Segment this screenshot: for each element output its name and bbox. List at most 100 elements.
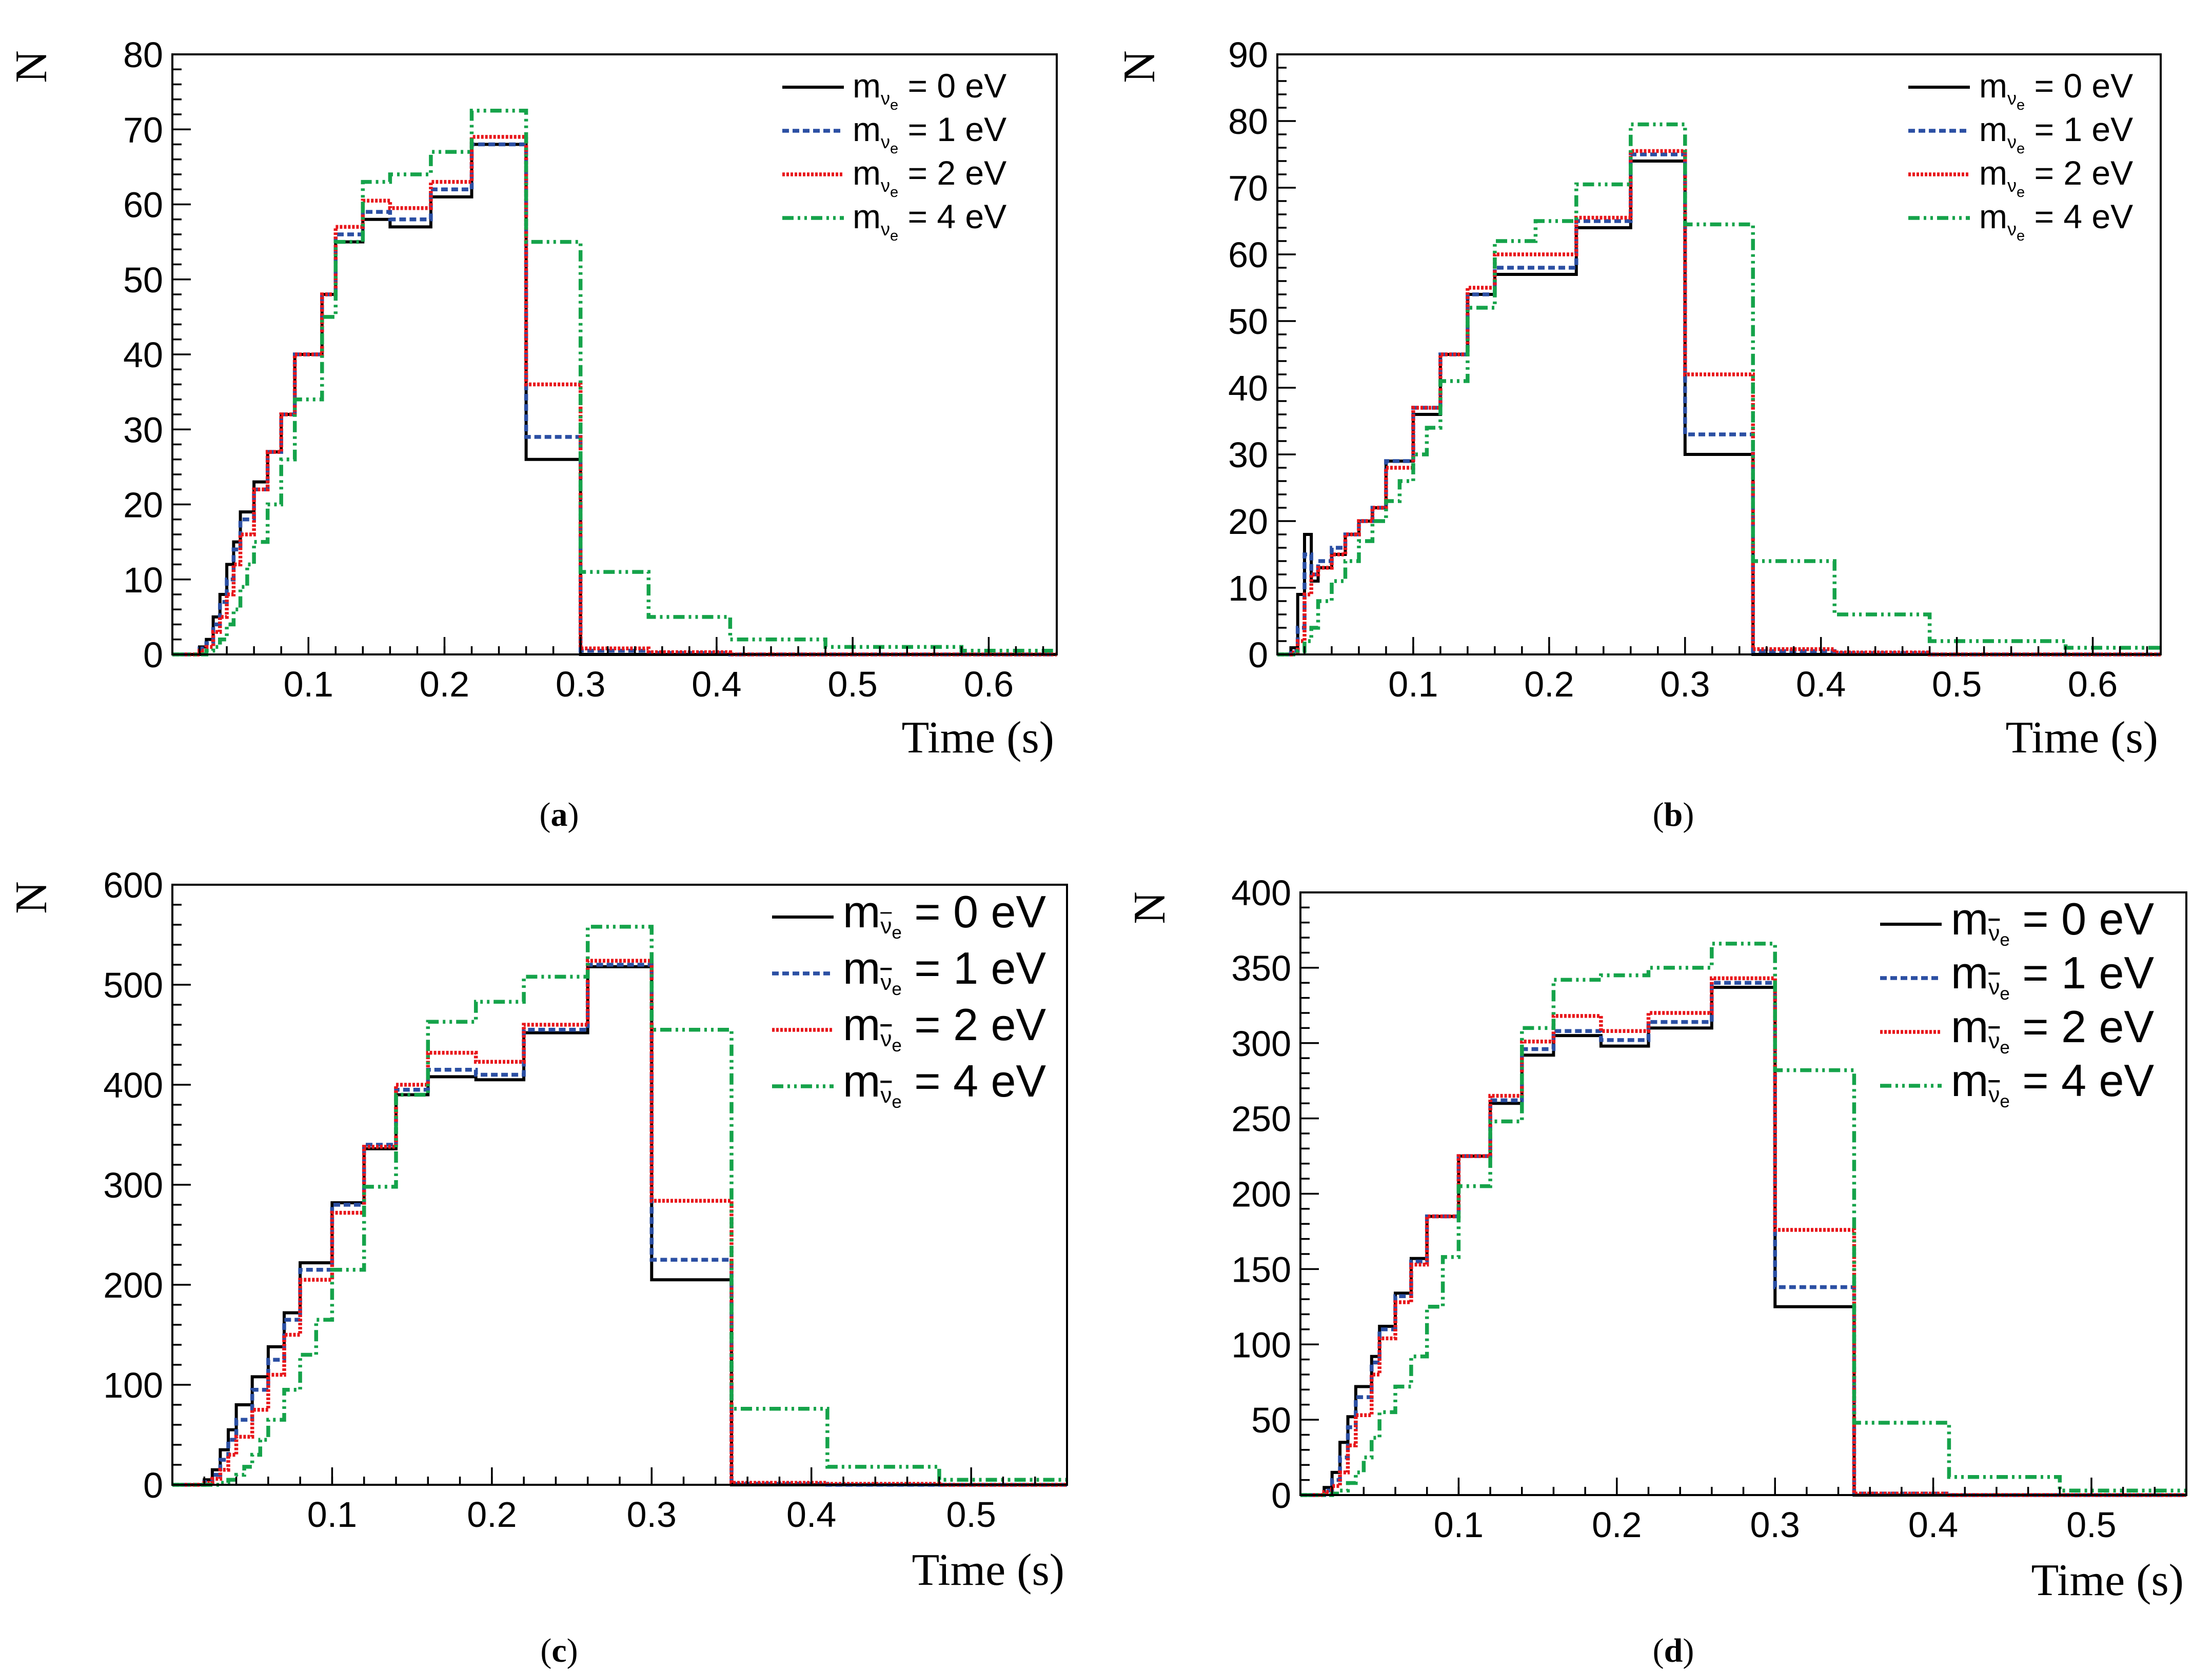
legend-entry-m4: mνe = 4 eV xyxy=(843,1056,1046,1112)
y-tick-label: 200 xyxy=(1231,1175,1291,1215)
y-tick-label: 50 xyxy=(123,260,163,300)
y-tick-label: 50 xyxy=(1251,1400,1291,1440)
histogram-series-m4 xyxy=(1300,942,2186,1497)
y-tick-label: 400 xyxy=(1231,873,1291,913)
histogram-series-m2 xyxy=(1277,149,2161,656)
y-tick-label: 350 xyxy=(1231,948,1291,988)
y-tick-label: 10 xyxy=(123,560,163,600)
x-tick-label: 0.4 xyxy=(1908,1505,1958,1545)
chart-panel-d: 0.1 0.2 0.3 0.4 0.5 0 50 100 150 200 250 300 350 400 T… xyxy=(1125,873,2187,1669)
y-tick-label: 10 xyxy=(1228,568,1268,608)
y-tick-label: 60 xyxy=(1228,235,1268,275)
y-tick-label: 80 xyxy=(1228,102,1268,142)
histogram-series-m2 xyxy=(1300,976,2186,1497)
y-tick-label: 70 xyxy=(1228,168,1268,208)
x-axis-title: Time (s) xyxy=(2031,1556,2184,1605)
y-tick-label: 30 xyxy=(123,410,163,450)
histogram-series-m4 xyxy=(172,925,1067,1487)
y-tick-label: 20 xyxy=(123,485,163,525)
legend-entry-m1: mνe = 1 eV xyxy=(843,943,1046,999)
chart-panel-c: 0.1 0.2 0.3 0.4 0.5 0 100 200 300 400 500 600 Time (… xyxy=(7,865,1068,1669)
x-tick-label: 0.5 xyxy=(827,664,877,704)
x-tick-label: 0.5 xyxy=(1932,664,1982,704)
y-axis-title: N xyxy=(1115,50,1164,83)
y-tick-label: 250 xyxy=(1231,1099,1291,1139)
legend-entry-m4: mνe = 4 eV xyxy=(853,197,1006,244)
y-tick-label: 150 xyxy=(1231,1249,1291,1289)
x-tick-label: 0.3 xyxy=(627,1495,677,1535)
legend-entry-m1: mνe = 1 eV xyxy=(1979,110,2133,157)
histogram-series-m4 xyxy=(172,108,1057,656)
legend-entry-m0: mνe = 0 eV xyxy=(1979,67,2133,113)
plot-frame xyxy=(1276,53,2162,655)
y-tick-label: 30 xyxy=(1228,435,1268,475)
y-tick-label: 0 xyxy=(143,635,163,675)
legend-entry-m2: mνe = 2 eV xyxy=(853,154,1006,201)
panel-caption: (d) xyxy=(1653,1632,1694,1669)
y-axis-title: N xyxy=(1125,891,1175,924)
x-tick-label: 0.3 xyxy=(556,664,605,704)
histogram-series-m4 xyxy=(1277,122,2161,656)
legend-entry-m0: mνe = 0 eV xyxy=(1951,893,2154,950)
histogram-series-m2 xyxy=(172,959,1067,1487)
x-tick-label: 0.2 xyxy=(1592,1505,1642,1545)
y-tick-label: 300 xyxy=(1231,1024,1291,1064)
x-tick-label: 0.4 xyxy=(692,664,741,704)
y-tick-label: 200 xyxy=(103,1265,163,1305)
y-axis-title: N xyxy=(7,50,56,83)
x-tick-label: 0.2 xyxy=(420,664,469,704)
legend-entry-m2: mνe = 2 eV xyxy=(1979,154,2133,201)
y-tick-label: 50 xyxy=(1228,302,1268,342)
legend-entry-m1: mνe = 1 eV xyxy=(853,110,1006,157)
legend-entry-m4: mνe = 4 eV xyxy=(1951,1055,2154,1111)
x-tick-label: 0.6 xyxy=(964,664,1014,704)
y-tick-label: 40 xyxy=(123,335,163,375)
x-tick-label: 0.2 xyxy=(1524,664,1574,704)
y-tick-label: 400 xyxy=(103,1065,163,1105)
chart-panel-b: 0.1 0.2 0.3 0.4 0.5 0.6 0 10 20 30 40 50 60 70 80 90 Tim… xyxy=(1115,35,2162,833)
y-axis-title: N xyxy=(7,881,56,914)
x-tick-label: 0.1 xyxy=(1434,1505,1484,1545)
y-tick-label: 60 xyxy=(123,185,163,225)
x-tick-label: 0.2 xyxy=(467,1495,517,1535)
panel-caption: (c) xyxy=(540,1632,578,1669)
x-tick-label: 0.3 xyxy=(1660,664,1710,704)
legend-entry-m2: mνe = 2 eV xyxy=(843,999,1046,1056)
y-tick-label: 0 xyxy=(1271,1476,1291,1516)
legend-entry-m4: mνe = 4 eV xyxy=(1979,197,2133,244)
x-tick-label: 0.1 xyxy=(1388,664,1438,704)
x-axis-title: Time (s) xyxy=(902,713,1054,763)
x-tick-label: 0.6 xyxy=(2068,664,2118,704)
y-tick-label: 100 xyxy=(1231,1325,1291,1365)
y-tick-label: 300 xyxy=(103,1165,163,1205)
x-tick-label: 0.3 xyxy=(1750,1505,1800,1545)
y-tick-label: 500 xyxy=(103,965,163,1005)
x-tick-label: 0.4 xyxy=(786,1495,836,1535)
panel-caption: (a) xyxy=(540,796,579,833)
legend-entry-m2: mνe = 2 eV xyxy=(1951,1001,2154,1058)
y-tick-label: 0 xyxy=(143,1465,163,1505)
y-tick-label: 80 xyxy=(123,35,163,75)
x-axis-title: Time (s) xyxy=(2006,713,2158,763)
x-tick-label: 0.1 xyxy=(284,664,333,704)
x-axis-title: Time (s) xyxy=(912,1545,1064,1595)
x-tick-label: 0.4 xyxy=(1796,664,1846,704)
y-tick-label: 70 xyxy=(123,110,163,150)
x-tick-label: 0.1 xyxy=(307,1495,357,1535)
y-tick-label: 90 xyxy=(1228,35,1268,75)
x-tick-label: 0.5 xyxy=(2066,1505,2116,1545)
panel-caption: (b) xyxy=(1653,796,1694,833)
legend-entry-m1: mνe = 1 eV xyxy=(1951,947,2154,1004)
y-tick-label: 100 xyxy=(103,1365,163,1405)
y-tick-label: 600 xyxy=(103,865,163,905)
legend-entry-m0: mνe = 0 eV xyxy=(853,67,1006,113)
histogram-series-m1 xyxy=(1277,152,2161,656)
x-tick-label: 0.5 xyxy=(946,1495,996,1535)
y-tick-label: 0 xyxy=(1248,635,1268,675)
histogram-series-m2 xyxy=(172,135,1057,656)
